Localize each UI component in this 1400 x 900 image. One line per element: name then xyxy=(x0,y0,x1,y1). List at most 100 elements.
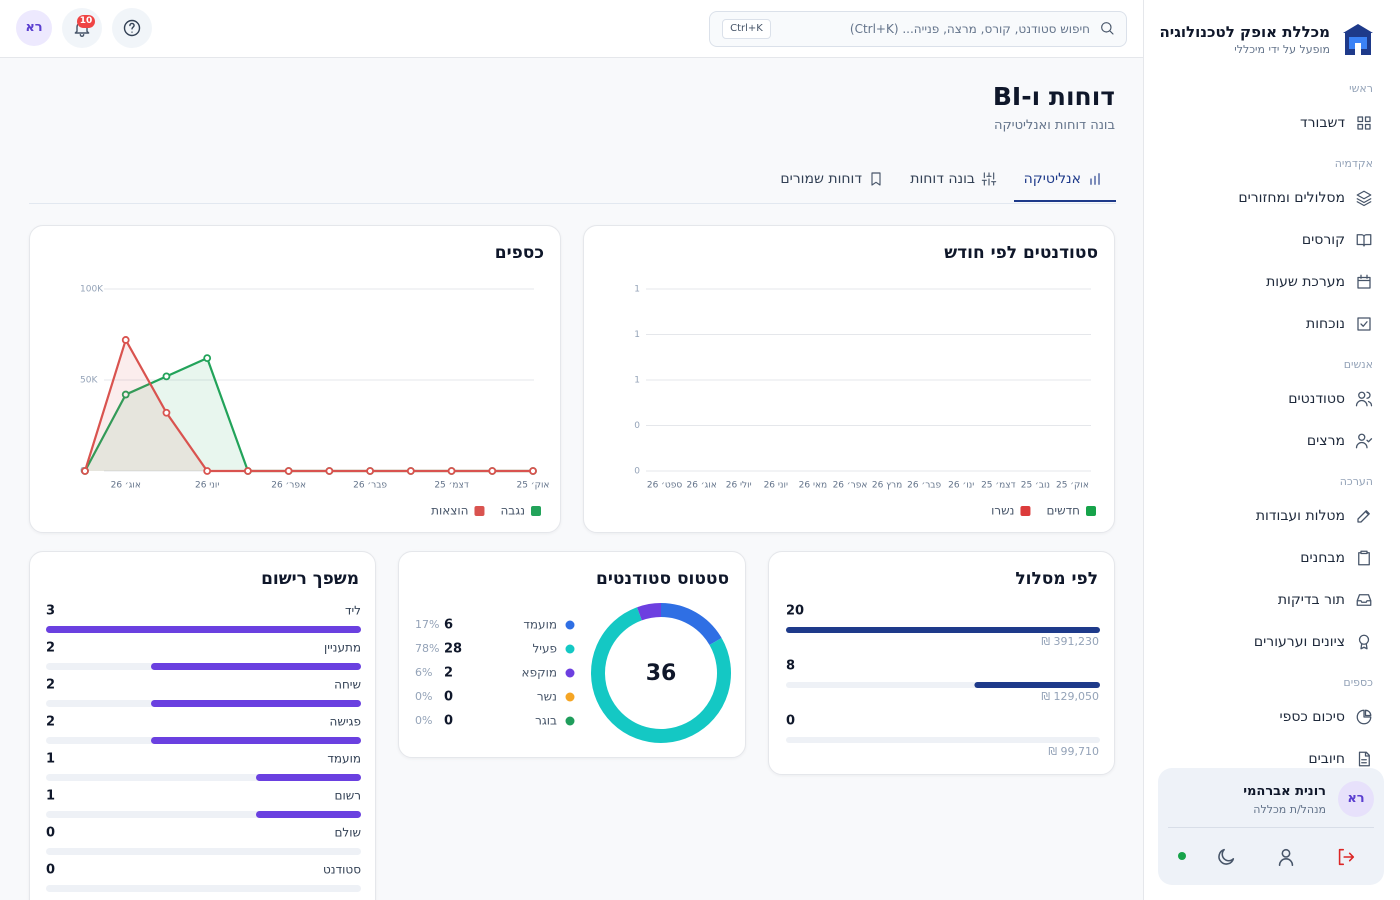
nav-icon xyxy=(1355,391,1373,407)
theme-button xyxy=(1218,848,1235,865)
logo-roof xyxy=(1343,24,1373,33)
bar xyxy=(256,774,361,781)
tab-icon-path xyxy=(1090,173,1100,185)
x-tick-label: אוג׳ 26 xyxy=(111,481,141,491)
nav-item[interactable]: סטודנטים xyxy=(1288,391,1345,407)
tab[interactable]: אנליטיקה xyxy=(1023,171,1081,187)
nav-item[interactable]: סיכום כספי xyxy=(1279,709,1345,725)
point xyxy=(406,467,415,475)
nav-item[interactable]: מערכת שעות xyxy=(1266,274,1345,290)
nav-icon xyxy=(1357,317,1371,331)
nav-icon xyxy=(1356,709,1372,725)
x-tick-label: יולי 26 xyxy=(726,481,752,491)
chart-title: משפך רישום xyxy=(261,569,359,589)
nav-icon-path xyxy=(1355,433,1373,449)
nav-icon xyxy=(1357,510,1370,523)
nav-icon-path xyxy=(1357,274,1371,289)
notifications-button[interactable] xyxy=(62,8,102,48)
chart-card: מועמד 6 17% פעיל 28 78% מוקפא 2 6% נשר 0 0% בוגר 0 0% 3… xyxy=(398,551,746,758)
user-role: מנהל/ת מכללה xyxy=(1253,803,1326,816)
shortcut-chip: Ctrl+K xyxy=(722,19,771,39)
nav-item[interactable]: מסלולים ומחזורים xyxy=(1238,190,1345,206)
value-label: 6 xyxy=(444,618,453,633)
x-tick-label: נוב׳ 25 xyxy=(1021,481,1050,491)
legend-swatch xyxy=(1020,506,1031,516)
logout-button xyxy=(1338,848,1355,866)
percent-label: 78% xyxy=(415,642,439,655)
chart-title: לפי מסלול xyxy=(1015,569,1098,589)
chart-title: סטטוס סטודנטים xyxy=(596,569,729,589)
chart: 3 ליד 2 מתעניין 2 שיחה 2 פגישה 1 מועמד 1 רשום 0 שולם 0… xyxy=(46,604,361,892)
value-label: 0 xyxy=(46,826,55,841)
nav-section-label: ראשי xyxy=(1349,82,1373,95)
nav-item[interactable]: מבחנים xyxy=(1300,550,1345,566)
nav-icon-path xyxy=(1356,594,1372,606)
nav-icon xyxy=(1357,116,1371,130)
page-title: דוחות ו-BI xyxy=(992,82,1115,111)
brand-title: מכללת אופק לטכנולוגיה xyxy=(1159,23,1330,41)
nav-item[interactable]: קורסים xyxy=(1301,232,1345,248)
nav-icon xyxy=(1355,433,1373,449)
nav-icon-path xyxy=(1358,550,1370,566)
value-label: 2 xyxy=(46,715,55,730)
bar-track xyxy=(786,737,1100,743)
search-box[interactable] xyxy=(709,11,1127,47)
nav-icon xyxy=(1356,594,1372,606)
divider xyxy=(1168,827,1374,828)
nav-section-label: כספים xyxy=(1343,676,1373,689)
category-label: ליד xyxy=(345,604,361,618)
tab[interactable]: דוחות שמורים xyxy=(780,171,862,187)
percent-label: 17% xyxy=(415,618,439,631)
nav-icon xyxy=(1357,274,1371,289)
nav-icon-path xyxy=(1358,751,1370,767)
point xyxy=(121,336,130,344)
tabs-line xyxy=(29,203,1116,204)
legend-label: הוצאות xyxy=(431,504,468,518)
nav-icon xyxy=(1358,550,1370,566)
category-label: שולם xyxy=(334,826,361,840)
bar xyxy=(974,682,1100,688)
nav-item[interactable]: ציונים וערעורים xyxy=(1253,634,1345,650)
nav-item[interactable]: חיובים xyxy=(1308,751,1345,767)
nav-item[interactable]: תור בדיקות xyxy=(1277,592,1345,608)
y-tick-label: 1 xyxy=(634,285,640,295)
value-label: 0 xyxy=(786,714,795,729)
legend-label: חדשים xyxy=(1046,504,1080,518)
help-icon xyxy=(123,19,141,37)
nav-item[interactable]: נוכחות xyxy=(1306,316,1345,332)
tab[interactable]: בונה דוחות xyxy=(910,171,975,187)
user-avatar: רא xyxy=(1338,781,1374,817)
x-tick-label: מאי 26 xyxy=(799,481,827,491)
point xyxy=(81,467,89,475)
x-tick-label: פבר׳ 26 xyxy=(353,481,387,491)
point xyxy=(366,467,374,475)
donut-segment xyxy=(637,603,662,621)
bar xyxy=(786,627,1100,633)
nav-item[interactable]: מטלות ועבודות xyxy=(1255,508,1345,524)
nav-icon-path xyxy=(1358,634,1370,650)
legend-label: נגבה xyxy=(500,504,525,518)
chart-card: 3 ליד 2 מתעניין 2 שיחה 2 פגישה 1 מועמד 1 רשום 0 שולם 0… xyxy=(29,551,376,900)
nav-item[interactable]: מרצים xyxy=(1306,433,1345,449)
nav-section-label: אנשים xyxy=(1343,358,1373,371)
point xyxy=(244,467,252,475)
percent-label: 0% xyxy=(415,714,432,727)
profile-button xyxy=(1278,848,1294,867)
legend-swatch xyxy=(474,506,485,516)
chart-card: 20 8 0 לפי מסלול 391,230 ₪ 129,050 ₪ 99,710 ₪ xyxy=(768,551,1115,775)
y-tick-label: 0 xyxy=(634,467,640,477)
nav-item[interactable]: דשבורד xyxy=(1299,115,1345,131)
value-label: 20 xyxy=(786,604,804,619)
donut-segment xyxy=(660,603,722,646)
point xyxy=(325,467,334,475)
legend-label: פעיל xyxy=(532,642,557,656)
x-tick-label: מרץ 26 xyxy=(872,481,902,491)
point xyxy=(162,408,171,417)
value-label: 1 xyxy=(46,752,55,767)
amount-label: 99,710 ₪ xyxy=(1048,745,1099,758)
y-tick-label: 1 xyxy=(634,330,640,340)
avatar-button[interactable]: רא xyxy=(16,10,52,46)
nav-icon xyxy=(1356,190,1372,207)
bar xyxy=(46,626,361,633)
